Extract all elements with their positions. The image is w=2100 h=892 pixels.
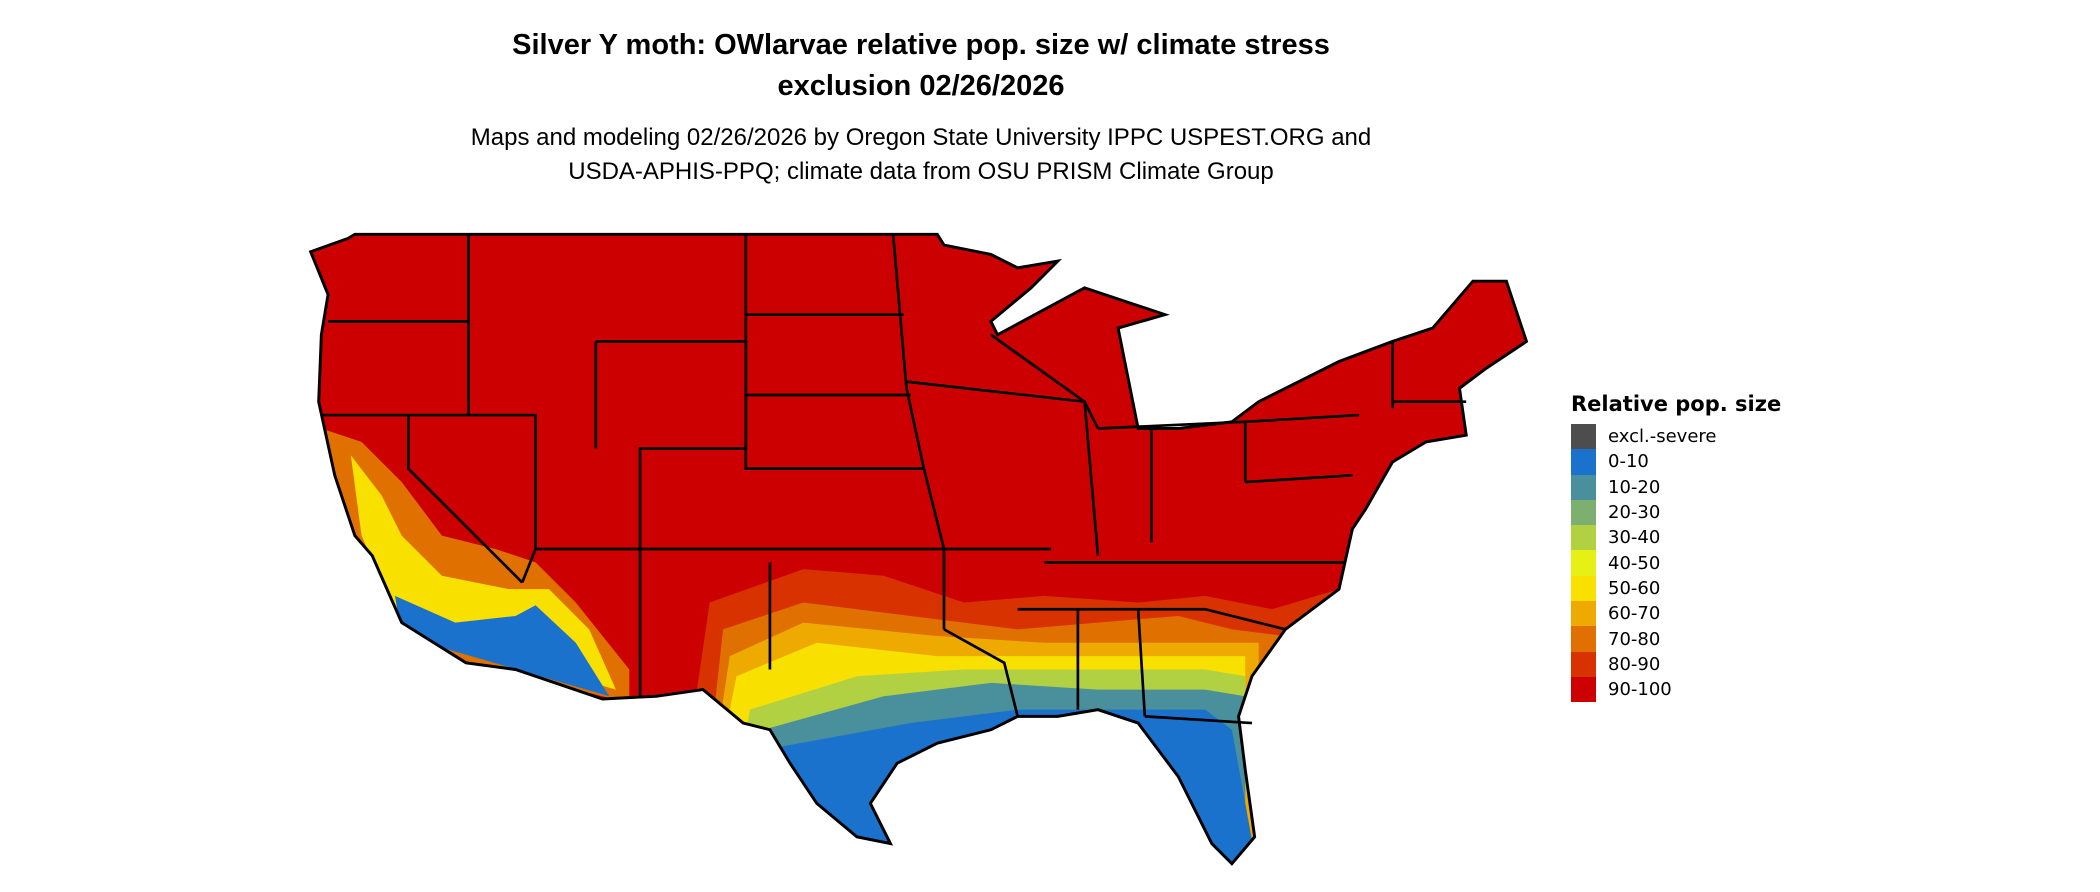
legend-item: 30-40 [1571, 525, 1781, 551]
legend-item: excl.-severe [1571, 424, 1781, 450]
legend-item: 40-50 [1571, 550, 1781, 576]
legend-item: 50-60 [1571, 575, 1781, 602]
legend-label: 20-30 [1608, 502, 1661, 524]
legend-swatch [1571, 474, 1596, 500]
legend-label: 50-60 [1608, 577, 1661, 599]
legend-label: 30-40 [1608, 527, 1661, 549]
legend-swatch [1571, 550, 1596, 576]
legend-label: 60-70 [1608, 603, 1661, 625]
legend-swatch [1571, 575, 1596, 602]
legend-swatch [1571, 449, 1596, 475]
legend-item: 80-90 [1571, 651, 1781, 677]
legend-label: 40-50 [1608, 552, 1661, 574]
legend-swatch [1571, 601, 1596, 627]
legend-swatch [1571, 676, 1596, 703]
state-borders [321, 234, 1467, 725]
legend-swatch [1571, 626, 1596, 652]
legend-label: 70-80 [1608, 628, 1661, 650]
legend-label: 90-100 [1608, 679, 1672, 701]
legend-swatch [1571, 499, 1596, 526]
legend: Relative pop. size excl.-severe 0-10 10-20… [1571, 392, 1782, 703]
legend-label: 80-90 [1608, 653, 1661, 675]
us-outline [308, 232, 1529, 866]
legend-title: Relative pop. size [1571, 392, 1782, 416]
legend-item: 10-20 [1571, 474, 1781, 500]
subtitle-line2: USDA-APHIS-PPQ; climate data from OSU PR… [568, 158, 1274, 185]
legend-swatch [1571, 424, 1596, 450]
legend-item: 0-10 [1571, 449, 1781, 475]
legend-label: excl.-severe [1608, 426, 1717, 448]
legend-item: 20-30 [1571, 499, 1781, 526]
legend-label: 0-10 [1608, 451, 1649, 473]
legend-swatch [1571, 525, 1596, 551]
legend-item: 90-100 [1571, 676, 1781, 703]
chart-title-line2: exclusion 02/26/2026 [777, 70, 1065, 102]
legend-label: 10-20 [1608, 476, 1661, 498]
legend-item: 70-80 [1571, 626, 1781, 652]
region-ca-0-10 [395, 595, 610, 697]
subtitle-line1: Maps and modeling 02/26/2026 by Oregon S… [470, 124, 1372, 151]
legend-swatch [1571, 651, 1596, 677]
legend-item: 60-70 [1571, 601, 1781, 627]
chart-title-line1: Silver Y moth: OWlarvae relative pop. si… [512, 29, 1330, 61]
